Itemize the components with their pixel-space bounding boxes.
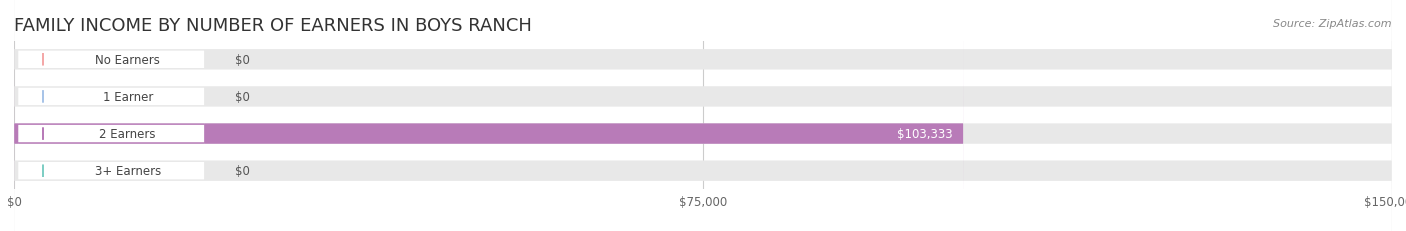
FancyBboxPatch shape bbox=[18, 0, 204, 231]
Text: 2 Earners: 2 Earners bbox=[100, 128, 156, 140]
Text: $0: $0 bbox=[235, 54, 249, 67]
FancyBboxPatch shape bbox=[18, 0, 204, 231]
Text: 3+ Earners: 3+ Earners bbox=[94, 164, 160, 177]
FancyBboxPatch shape bbox=[18, 0, 204, 231]
FancyBboxPatch shape bbox=[14, 0, 1392, 231]
FancyBboxPatch shape bbox=[18, 0, 204, 231]
Text: FAMILY INCOME BY NUMBER OF EARNERS IN BOYS RANCH: FAMILY INCOME BY NUMBER OF EARNERS IN BO… bbox=[14, 17, 531, 34]
Text: No Earners: No Earners bbox=[96, 54, 160, 67]
Text: $103,333: $103,333 bbox=[897, 128, 952, 140]
FancyBboxPatch shape bbox=[14, 0, 1392, 231]
Text: Source: ZipAtlas.com: Source: ZipAtlas.com bbox=[1274, 18, 1392, 28]
FancyBboxPatch shape bbox=[14, 0, 963, 231]
Text: $0: $0 bbox=[235, 91, 249, 103]
Text: 1 Earner: 1 Earner bbox=[103, 91, 153, 103]
FancyBboxPatch shape bbox=[14, 0, 1392, 231]
Text: $0: $0 bbox=[235, 164, 249, 177]
FancyBboxPatch shape bbox=[14, 0, 1392, 231]
